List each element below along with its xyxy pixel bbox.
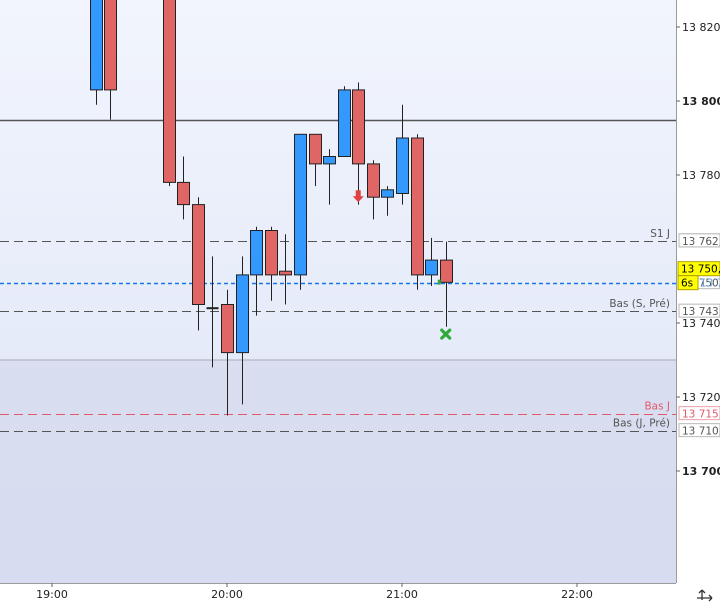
- candle-body[interactable]: [294, 133, 307, 276]
- candle-body[interactable]: [352, 89, 365, 165]
- candle-body[interactable]: [381, 189, 394, 198]
- shaded-zone: [0, 360, 676, 583]
- candle-body[interactable]: [338, 89, 351, 157]
- candle-body[interactable]: [265, 230, 278, 276]
- y-tick-label: 13 720: [682, 391, 720, 404]
- candle-body[interactable]: [309, 133, 322, 165]
- entry-marker: [437, 279, 441, 285]
- candle-body[interactable]: [236, 274, 249, 354]
- timer-tag: [677, 275, 699, 291]
- candle-body[interactable]: [440, 259, 453, 283]
- level-value-label: 13 762,2: [682, 236, 720, 248]
- candle-body[interactable]: [250, 230, 263, 276]
- price-axis-panel: [676, 0, 720, 602]
- y-tick-label: 13 780: [682, 169, 720, 182]
- x-tick-label: 19:00: [36, 588, 68, 601]
- level-value-label: 13 743,2: [682, 306, 720, 318]
- y-tick-label: 13 820: [682, 21, 720, 34]
- time-axis-panel: [0, 583, 720, 602]
- level-value-box: [678, 406, 720, 421]
- cross-stroke: [440, 328, 452, 340]
- y-tick-label: 13 700: [682, 465, 720, 478]
- candle-body[interactable]: [367, 163, 380, 198]
- corner-arrow: [697, 589, 712, 600]
- price-tag[interactable]: [677, 261, 720, 277]
- candle-body[interactable]: [163, 0, 176, 183]
- candle-body[interactable]: [425, 259, 438, 276]
- candle-body[interactable]: [177, 181, 190, 206]
- candle-body[interactable]: [396, 137, 409, 194]
- candle-body[interactable]: [221, 304, 234, 354]
- y-tick-label: 13 740: [682, 317, 720, 330]
- level-value-box: [678, 423, 720, 438]
- price-tag-label: 13 750,9: [681, 264, 720, 276]
- axis-settings-icon[interactable]: [697, 589, 713, 602]
- candle-body[interactable]: [192, 204, 205, 306]
- candle-body[interactable]: [279, 270, 292, 276]
- cross-icon[interactable]: [440, 328, 452, 340]
- x-tick-label: 22:00: [561, 588, 593, 601]
- candle-body[interactable]: [323, 156, 336, 165]
- candle-body[interactable]: [90, 0, 103, 91]
- candle-body[interactable]: [411, 137, 424, 276]
- level-name-label: Bas (J, Pré): [613, 418, 670, 430]
- level-name-label: Bas J: [644, 401, 670, 413]
- timer-label: 6s: [681, 278, 693, 290]
- y-tick-label: 13 800: [682, 95, 720, 108]
- level-value-box: [678, 303, 720, 318]
- candle-body[interactable]: [104, 0, 117, 91]
- down-arrow-icon[interactable]: [352, 190, 364, 203]
- x-tick-label: 21:00: [386, 588, 418, 601]
- level-name-label: S1 J: [650, 228, 670, 240]
- level-value-box: [678, 233, 720, 248]
- level-name-label: Bas (S, Pré): [609, 298, 670, 310]
- x-tick-label: 20:00: [211, 588, 243, 601]
- corner-arrow: [708, 594, 713, 602]
- level-value-label: 13 715,5: [682, 409, 720, 421]
- price-tag-shadow-label: 13 750,9: [700, 278, 720, 290]
- level-value-label: 13 710,9: [682, 426, 720, 438]
